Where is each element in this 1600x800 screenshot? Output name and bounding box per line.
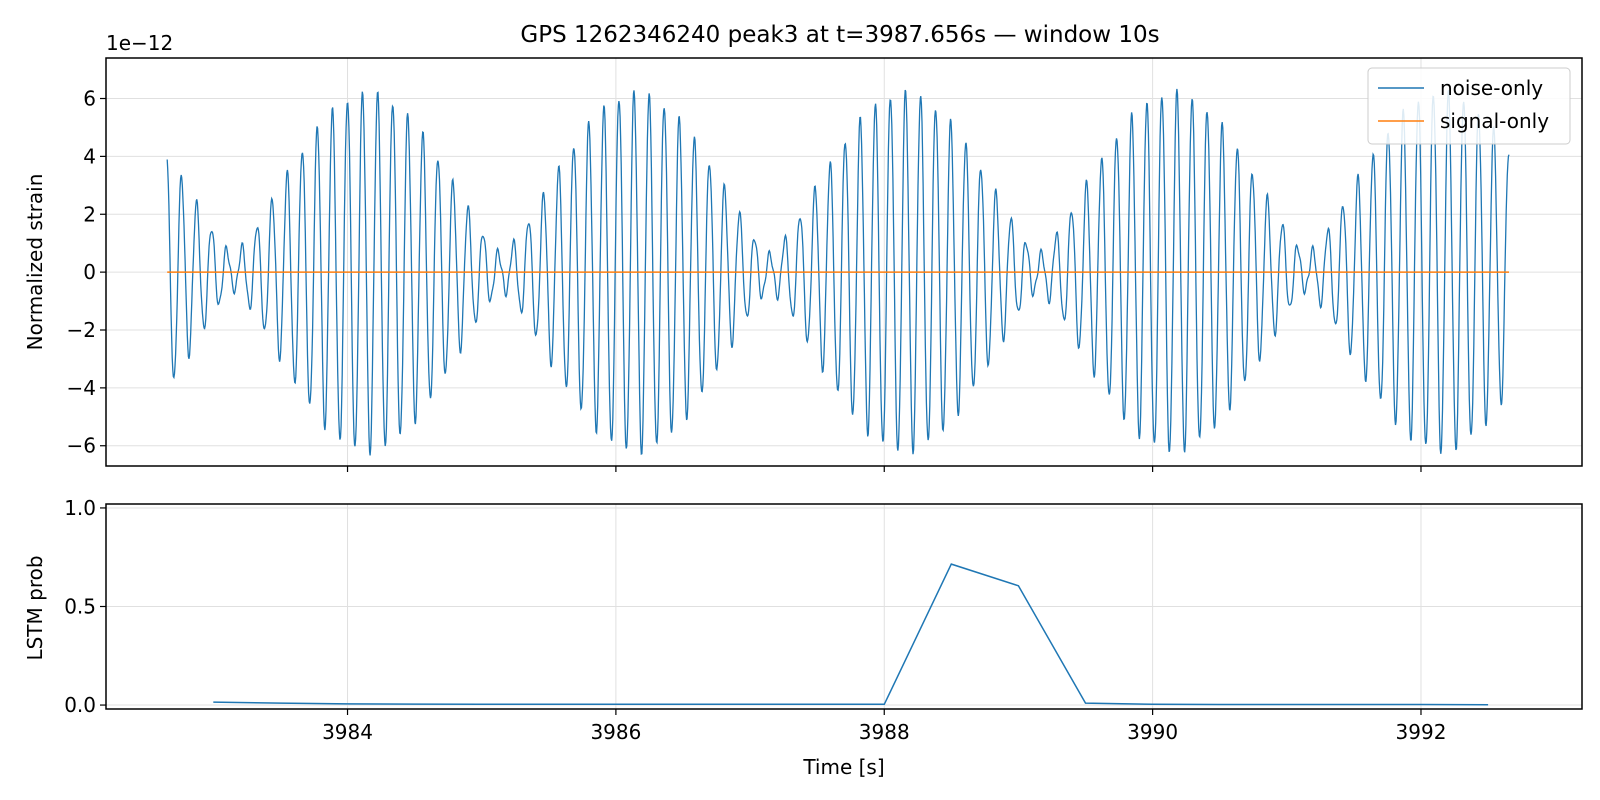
x-tick-label: 3984 xyxy=(322,720,373,744)
x-tick-label: 3990 xyxy=(1127,720,1178,744)
strain-panel: −6 −4 −2 0 2 4 6 1e−12 Normalized strain noise… xyxy=(23,31,1583,472)
legend: noise-only signal-only xyxy=(1367,67,1571,145)
strain-y-ticks: −6 −4 −2 0 2 4 6 xyxy=(67,87,106,458)
y-tick-label: 0.5 xyxy=(64,595,96,619)
strain-axes-frame xyxy=(105,57,1583,467)
series-lstm-prob-line xyxy=(213,563,1489,706)
lstm-x-ticks: 3984 3986 3988 3990 3992 xyxy=(322,709,1446,744)
y-tick-label: 0 xyxy=(83,260,96,284)
lstm-panel: 0.0 0.5 1.0 3984 3986 3988 3990 3992 LSTM prob… xyxy=(23,496,1583,779)
strain-y-label: Normalized strain xyxy=(23,174,47,351)
x-tick-label: 3988 xyxy=(859,720,910,744)
lstm-series xyxy=(213,563,1489,706)
series-noise-only-line xyxy=(166,88,1510,456)
y-tick-label: −2 xyxy=(67,318,96,342)
strain-offset-text: 1e−12 xyxy=(106,31,173,55)
y-tick-label: 4 xyxy=(83,144,96,168)
lstm-grid xyxy=(106,504,1582,709)
lstm-y-label: LSTM prob xyxy=(23,555,47,660)
x-tick-label: 3992 xyxy=(1396,720,1447,744)
legend-box xyxy=(1367,67,1571,145)
chart-title: GPS 1262346240 peak3 at t=3987.656s — wi… xyxy=(520,22,1159,48)
y-tick-label: 6 xyxy=(83,87,96,111)
y-tick-label: 0.0 xyxy=(64,693,96,717)
strain-grid xyxy=(106,58,1582,466)
legend-signal-label: signal-only xyxy=(1440,109,1549,133)
y-tick-label: 1.0 xyxy=(64,496,96,520)
x-axis-label: Time [s] xyxy=(802,755,884,779)
y-tick-label: 2 xyxy=(83,202,96,226)
y-tick-label: −6 xyxy=(67,434,96,458)
strain-x-ticks xyxy=(346,466,1422,472)
y-tick-label: −4 xyxy=(67,376,96,400)
strain-series xyxy=(166,88,1510,456)
lstm-y-ticks: 0.0 0.5 1.0 xyxy=(64,496,106,717)
legend-noise-label: noise-only xyxy=(1440,76,1543,100)
x-tick-label: 3986 xyxy=(590,720,641,744)
